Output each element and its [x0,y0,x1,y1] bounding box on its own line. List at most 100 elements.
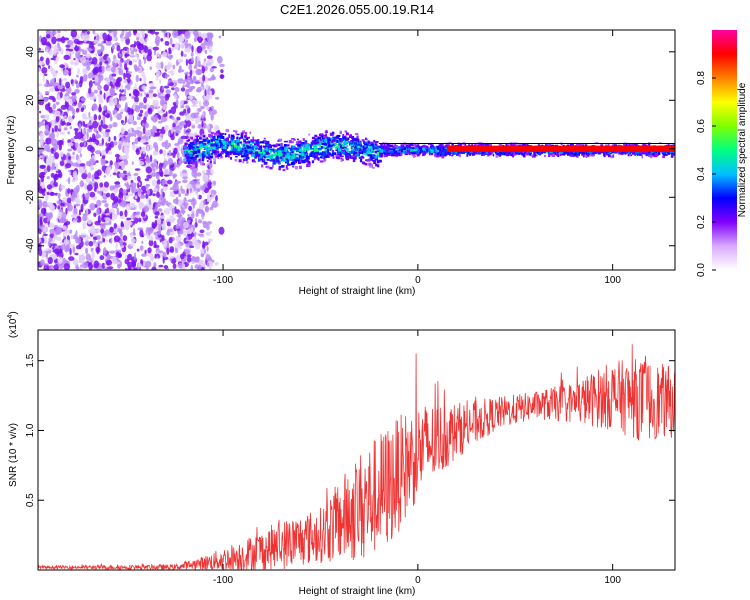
noise-blob [155,164,159,169]
spectral-cell [625,142,628,147]
noise-blob [160,188,164,194]
noise-blob [136,175,141,182]
spectral-cell [466,153,469,157]
noise-blob [177,230,183,234]
noise-blob [38,236,41,244]
spectral-cell [304,145,309,149]
spectral-cell [294,158,298,162]
spectral-cell [266,146,270,148]
spectral-cell [283,146,287,149]
noise-blob [113,223,118,229]
noise-blob [155,62,162,70]
noise-blob [144,122,149,129]
spectral-cell [417,149,419,151]
noise-blob [185,243,190,248]
spectral-cell [386,143,390,146]
noise-blob [147,46,154,51]
noise-blob [62,69,69,76]
noise-blob [174,42,180,50]
noise-blob [143,45,149,54]
noise-blob [141,85,147,91]
noise-blob [139,109,144,114]
noise-blob [107,30,114,33]
spectral-cell [357,142,360,146]
noise-blob [189,69,193,77]
noise-blob [126,83,131,91]
spectral-cell [201,142,206,146]
noise-blob [139,78,142,82]
spectral-cell [360,146,363,149]
spectral-cell [219,142,223,146]
spectral-cell [190,156,194,160]
spectral-cell [210,143,214,147]
noise-blob [179,156,183,165]
spectral-cell [204,151,207,155]
spectral-cell [621,151,625,154]
noise-blob [102,247,107,255]
spectral-cell [519,151,523,155]
noise-blob [150,86,157,90]
noise-blob [124,258,130,265]
noise-blob [184,192,189,197]
noise-blob [140,93,143,97]
noise-blob [178,192,182,198]
noise-blob [191,125,196,129]
spectral-cell [280,143,283,147]
noise-blob [169,37,173,46]
spectral-cell [415,145,417,148]
noise-blob [162,149,167,157]
spectral-cell [352,158,356,163]
spectral-cell [349,155,353,159]
noise-blob [172,173,178,178]
spectral-cell [610,155,614,159]
spectral-cell [242,158,246,162]
noise-blob [133,54,139,58]
spectral-cell [254,156,257,159]
spectral-cell [287,158,291,161]
spectral-cell [440,148,443,151]
spectral-cell [284,152,288,156]
noise-blob [87,144,93,152]
noise-blob [180,135,187,140]
noise-blob [138,188,142,194]
spectral-cell [569,154,573,157]
noise-blob [102,115,106,121]
spectral-cell [268,145,271,148]
spectral-cell [487,153,490,157]
noise-blob [59,91,63,99]
noise-blob [187,213,190,217]
spectral-cell [186,157,189,159]
noise-blob [128,93,132,97]
spectral-cell [376,146,379,149]
spectral-cell [236,136,239,139]
noise-blob [56,140,63,146]
noise-blob [130,238,136,244]
noise-blob [144,249,147,255]
spectral-cell [305,148,309,151]
noise-blob [160,61,164,70]
spectral-cell [302,150,306,152]
noise-blob [130,243,135,247]
noise-blob [206,246,209,252]
noise-blob [38,99,45,106]
spectral-cell [471,153,475,156]
noise-blob [156,89,160,94]
spectral-cell [346,153,351,155]
noise-blob [159,78,162,85]
noise-blob [127,193,134,197]
noise-blob [53,225,59,229]
noise-blob [130,215,134,219]
noise-blob [112,122,118,128]
spectral-cell [280,148,283,151]
spectral-cell [299,159,302,163]
spectral-cell [291,145,296,148]
noise-blob [184,74,188,81]
noise-blob [198,233,204,237]
noise-blob [160,38,164,42]
spectral-cell [189,136,193,139]
noise-blob [45,137,52,145]
noise-blob [153,49,157,56]
noise-blob [172,183,179,192]
spectral-cell [303,145,306,148]
noise-blob [187,95,193,100]
